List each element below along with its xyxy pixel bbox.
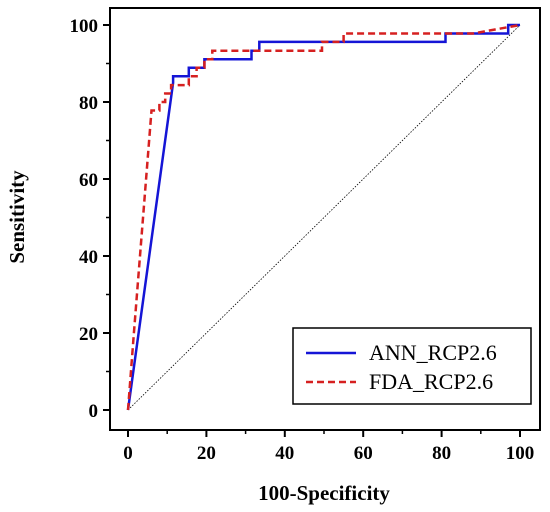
series-layer	[126, 23, 521, 411]
y-tick-label-80: 80	[79, 93, 98, 114]
x-tick-label-20: 20	[197, 443, 216, 464]
legend-label-1: FDA_RCP2.6	[369, 369, 493, 394]
y-tick-label-20: 20	[79, 324, 98, 345]
x-tick-label-0: 0	[123, 443, 133, 464]
x-tick-label-100: 100	[506, 443, 535, 464]
legend-box	[292, 327, 532, 405]
legend: ANN_RCP2.6 FDA_RCP2.6	[292, 327, 532, 405]
legend-label-0: ANN_RCP2.6	[369, 340, 497, 365]
plot-frame	[109, 7, 541, 431]
x-tick-label-80: 80	[432, 443, 451, 464]
x-tick-label-40: 40	[275, 443, 294, 464]
series-line-fda-rcp2-6	[126, 23, 521, 411]
y-axis-title: Sensitivity	[5, 170, 29, 264]
y-tick-label-100: 100	[70, 16, 99, 37]
axes-layer: 0 20 40 60 80 100 0 20 40 60 80 100	[70, 7, 541, 464]
y-tick-label-40: 40	[79, 247, 98, 268]
y-tick-label-60: 60	[79, 170, 98, 191]
x-tick-label-60: 60	[354, 443, 373, 464]
y-tick-label-0: 0	[89, 401, 99, 422]
x-axis-title: 100-Specificity	[258, 481, 390, 505]
